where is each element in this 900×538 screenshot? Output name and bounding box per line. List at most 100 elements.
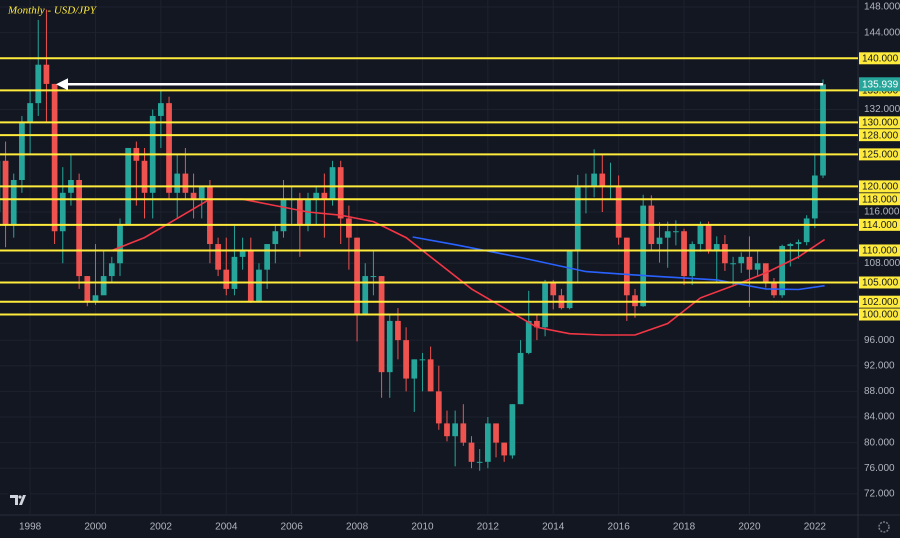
x-tick-label: 2018 [673,522,696,533]
candle-body [722,244,728,264]
candle-body [640,205,647,307]
candle-body [460,423,467,443]
moving-average [412,236,825,291]
candle-body [730,263,736,265]
candle-body [591,173,597,187]
candle-body [182,173,189,193]
settings-icon[interactable] [878,521,890,533]
candle-body [395,320,401,341]
level-label-bg [859,52,900,65]
candle-body [84,276,91,302]
level-label-bg [859,180,900,193]
candle-body [370,276,377,278]
axes: 148.000 144.000 132.000 116.000 108.000 96.00… [19,2,900,533]
level-label-bg [859,193,900,206]
y-tick-label: 144.000 [864,27,900,38]
level-label: 130.000 [862,117,899,128]
candle-body [378,276,385,373]
level-label-bg [859,116,900,129]
level-label: 118.000 [862,194,898,205]
logo-bg [8,492,30,508]
y-tick-label: 132.000 [864,104,900,115]
logo [8,492,30,508]
candle-body [681,231,687,277]
candle-body [272,231,279,245]
candle-body [19,122,25,180]
candle-body [174,173,181,193]
y-tick-label: 96.000 [864,335,895,346]
candle-body [673,231,679,233]
candle-body [779,245,786,296]
candle-body [493,423,499,443]
candle-body [599,173,606,187]
logo-mark [10,495,26,505]
candle-body [337,167,344,219]
logo-dot [18,495,22,499]
level-label-bg [859,129,900,142]
x-tick-label: 2010 [411,522,434,533]
candle-body [534,320,540,328]
candle-body [615,186,622,238]
level-label: 128.000 [862,130,899,141]
candle-body [664,231,671,238]
level-label: 110.000 [862,246,898,257]
candle-body [713,244,720,251]
candle-body [264,244,271,270]
candle-body [76,179,82,277]
plot [0,9,858,471]
level-label: 105.000 [862,278,899,289]
last-price-label: 135.939 [862,79,899,90]
candle-body [2,160,9,225]
candle-body [158,103,164,116]
y-tick-label: 72.000 [864,489,895,500]
candle-body [623,237,630,296]
candle-body [362,276,369,315]
candle-body [321,192,328,200]
x-tick-label: 2000 [84,522,107,533]
candle-body [100,276,107,296]
candle-body [141,160,148,193]
candle-body [754,263,761,270]
candle-body [705,224,712,251]
candle-body [198,186,205,200]
x-tick-label: 2004 [215,522,238,533]
x-tick-label: 2008 [346,522,369,533]
candle-body [329,167,336,200]
candle-body [689,244,696,277]
candle-body [566,250,573,309]
candle-body [296,199,303,225]
x-tick-label: 2014 [542,522,565,533]
candle-body [656,237,663,245]
candle-body [108,263,115,277]
candle-body [525,320,532,353]
candle-body [207,186,213,245]
level-label-bg [859,295,900,308]
x-tick-label: 1998 [19,522,42,533]
chart-title: Monthly - USD/JPY [7,5,98,17]
x-tick-label: 2022 [804,522,827,533]
candle-body [231,256,238,289]
y-tick-label: 92.000 [864,360,895,371]
candle-body [27,103,33,123]
candle-body [223,269,230,289]
level-label: 100.000 [862,310,899,321]
candle-body [811,175,818,219]
candle-body [43,64,50,84]
candle-body [550,282,557,296]
candle-body [803,218,810,243]
candle-body [403,340,409,379]
y-tick-label: 84.000 [864,412,895,423]
candle-body [51,83,58,232]
x-tick-label: 2012 [477,522,500,533]
candle-body [435,391,442,424]
candle-body [468,442,475,462]
level-label-bg [859,276,900,289]
candle-body [280,199,287,232]
x-tick-label: 2006 [281,522,304,533]
candle-body [35,64,42,104]
candle-body [501,442,508,456]
candle-body [509,404,516,456]
y-tick-label: 108.000 [864,258,900,269]
